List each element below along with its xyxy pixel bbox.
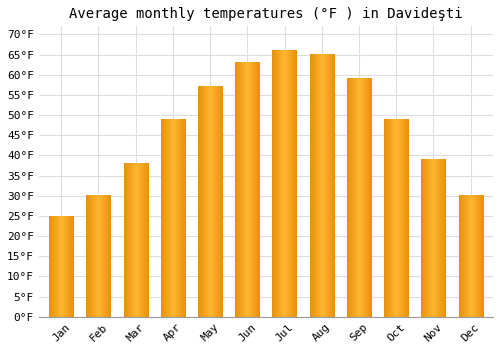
- Title: Average monthly temperatures (°F ) in Davideşti: Average monthly temperatures (°F ) in Da…: [69, 7, 462, 21]
